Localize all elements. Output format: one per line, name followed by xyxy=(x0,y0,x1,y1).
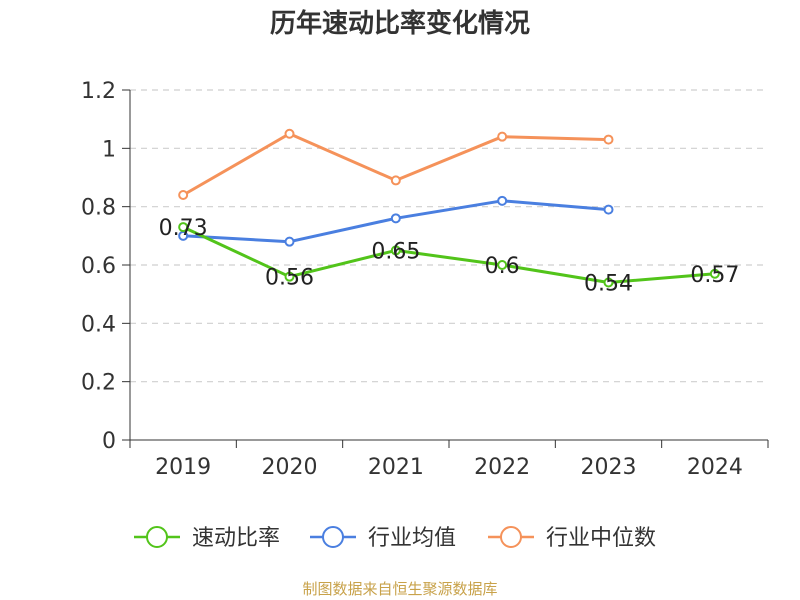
x-tick-label: 2024 xyxy=(687,455,743,480)
data-point xyxy=(497,260,508,270)
data-point xyxy=(709,268,720,279)
legend-item-0[interactable]: 速动比率 xyxy=(134,526,280,551)
y-tick-label: 1.2 xyxy=(81,79,116,104)
legend-item-1[interactable]: 行业均值 xyxy=(310,526,456,551)
x-tick-label: 2023 xyxy=(581,455,637,480)
data-labels: 0.73 0.56 0.65 0.6 0.54 0.57 xyxy=(159,216,740,296)
data-point xyxy=(603,277,614,288)
data-point xyxy=(284,128,295,139)
y-tick-label: 0.8 xyxy=(81,196,116,221)
legend-marker xyxy=(146,526,168,548)
data-source-note: 制图数据来自恒生聚源数据库 xyxy=(302,580,497,598)
data-label: 0.56 xyxy=(265,266,314,291)
legend-marker xyxy=(322,526,344,548)
legend-marker xyxy=(500,526,522,548)
y-tick-label: 0.4 xyxy=(81,312,116,337)
legend[interactable]: 速动比率 行业均值 行业中位数 xyxy=(134,526,656,551)
data-point xyxy=(497,131,508,142)
x-tick-label: 2021 xyxy=(368,455,424,480)
series-layer xyxy=(178,128,720,288)
data-point xyxy=(178,190,189,200)
y-tick-label: 0 xyxy=(102,429,116,454)
x-tick-label: 2022 xyxy=(474,455,530,480)
gridlines xyxy=(130,89,768,383)
data-point xyxy=(603,134,614,145)
series-line-2 xyxy=(182,132,609,197)
legend-label: 速动比率 xyxy=(192,526,280,551)
data-point xyxy=(284,271,295,282)
legend-item-2[interactable]: 行业中位数 xyxy=(488,526,656,551)
data-point xyxy=(497,195,508,206)
data-point xyxy=(390,213,401,224)
data-label: 0.6 xyxy=(485,254,520,279)
data-label: 0.54 xyxy=(584,272,633,297)
data-point xyxy=(390,245,401,256)
x-tick-label: 2020 xyxy=(262,455,318,480)
y-tick-label: 1 xyxy=(102,137,116,162)
data-label: 0.65 xyxy=(371,239,420,264)
data-point xyxy=(390,175,401,186)
data-point xyxy=(284,236,295,247)
legend-label: 行业均值 xyxy=(368,526,456,551)
y-tick-label: 0.6 xyxy=(81,254,116,279)
legend-label: 行业中位数 xyxy=(546,526,656,551)
series-line-0 xyxy=(182,225,715,284)
data-label: 0.57 xyxy=(690,263,739,288)
axes: 0 0.2 0.4 0.6 0.8 1 1.2 2019 2020 2021 2022 2023 202… xyxy=(81,79,769,480)
data-point xyxy=(178,222,189,233)
data-label: 0.73 xyxy=(159,216,208,241)
data-point xyxy=(603,204,614,215)
x-tick-label: 2019 xyxy=(155,455,211,480)
chart-title: 历年速动比率变化情况 xyxy=(270,8,530,39)
y-tick-label: 0.2 xyxy=(81,371,116,396)
